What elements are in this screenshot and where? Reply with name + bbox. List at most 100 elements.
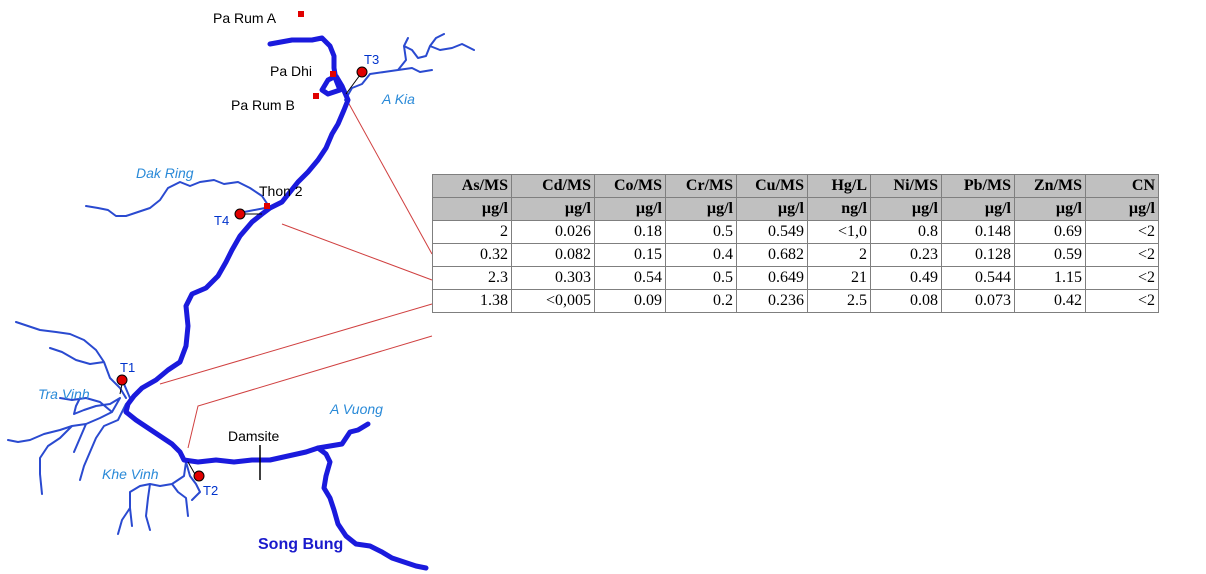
table-cell: <2	[1085, 243, 1159, 267]
leader-lines	[159, 101, 433, 449]
table-units-row: µg/l µg/l µg/l µg/l µg/l ng/l µg/l µg/l …	[432, 197, 1159, 221]
leader-line-t2	[187, 335, 433, 449]
village-marker-pa-rum-a	[298, 11, 304, 17]
leader-line-t3	[347, 101, 433, 255]
table-cell: 2	[432, 220, 512, 244]
table-unit-cell: µg/l	[1085, 197, 1159, 221]
table-cell: 0.4	[665, 243, 737, 267]
table-cell: 0.236	[736, 289, 808, 313]
table-cell: 2.5	[807, 289, 871, 313]
labels: Pa Rum A Pa Dhi Pa Rum B Thon 2 Damsite …	[38, 10, 415, 553]
table-cell: 0.2	[665, 289, 737, 313]
table-row: 0.32 0.082 0.15 0.4 0.682 2 0.23 0.128 0…	[432, 243, 1159, 267]
station-t1-stem	[119, 383, 123, 395]
village-marker-pa-dhi	[330, 71, 336, 77]
table-cell: 0.49	[870, 266, 942, 290]
table-unit-cell: µg/l	[870, 197, 942, 221]
label-thon-2: Thon 2	[259, 183, 303, 199]
table-row: 2 0.026 0.18 0.5 0.549 <1,0 0.8 0.148 0.…	[432, 220, 1159, 244]
table-unit-cell: ng/l	[807, 197, 871, 221]
table-header-cell: Cd/MS	[511, 174, 595, 198]
table-cell: 0.18	[594, 220, 666, 244]
table-cell: <1,0	[807, 220, 871, 244]
label-pa-rum-b: Pa Rum B	[231, 97, 295, 113]
table-unit-cell: µg/l	[594, 197, 666, 221]
table-cell: <2	[1085, 289, 1159, 313]
table-cell: 21	[807, 266, 871, 290]
label-river-tra-vinh: Tra Vinh	[38, 386, 90, 402]
table-cell: 0.8	[870, 220, 942, 244]
table-row: 1.38 <0,005 0.09 0.2 0.236 2.5 0.08 0.07…	[432, 289, 1159, 313]
label-station-t3: T3	[364, 52, 379, 67]
table-cell: 0.128	[941, 243, 1015, 267]
table-cell: 0.026	[511, 220, 595, 244]
tributary-khe-vinh	[117, 461, 201, 535]
table-cell: 0.08	[870, 289, 942, 313]
label-station-t1: T1	[120, 360, 135, 375]
table-cell: 0.544	[941, 266, 1015, 290]
table-unit-cell: µg/l	[736, 197, 808, 221]
tributaries	[7, 33, 475, 535]
table-cell: 0.42	[1014, 289, 1086, 313]
village-markers	[264, 11, 336, 209]
table-cell: 0.303	[511, 266, 595, 290]
table-cell: 2.3	[432, 266, 512, 290]
main-river-upper	[123, 35, 429, 571]
table-cell: 0.69	[1014, 220, 1086, 244]
tributary-a-kia	[344, 33, 475, 101]
table-cell: 0.682	[736, 243, 808, 267]
table-row: 2.3 0.303 0.54 0.5 0.649 21 0.49 0.544 1…	[432, 266, 1159, 290]
label-damsite: Damsite	[228, 428, 280, 444]
label-station-t4: T4	[214, 213, 229, 228]
table-cell: 0.649	[736, 266, 808, 290]
table-cell: <2	[1085, 266, 1159, 290]
station-t3-pin	[356, 66, 368, 78]
table-header-cell: Hg/L	[807, 174, 871, 198]
table-unit-cell: µg/l	[941, 197, 1015, 221]
table-cell: 0.59	[1014, 243, 1086, 267]
table-header-cell: Ni/MS	[870, 174, 942, 198]
label-river-song-bung: Song Bung	[258, 536, 343, 553]
village-marker-thon-2	[264, 203, 270, 209]
table-header-cell: Cu/MS	[736, 174, 808, 198]
label-river-a-vuong: A Vuong	[329, 401, 383, 417]
station-t3-stem	[345, 74, 361, 95]
table-cell: 0.148	[941, 220, 1015, 244]
table-cell: 1.15	[1014, 266, 1086, 290]
table-header-cell: Co/MS	[594, 174, 666, 198]
label-station-t2: T2	[203, 483, 218, 498]
table-cell: 0.15	[594, 243, 666, 267]
station-t4-pin	[234, 208, 246, 220]
table-cell: 0.5	[665, 220, 737, 244]
table-header-cell: As/MS	[432, 174, 512, 198]
main-river	[123, 35, 429, 571]
table-header-row: As/MS Cd/MS Co/MS Cr/MS Cu/MS Hg/L Ni/MS…	[432, 174, 1159, 198]
table-unit-cell: µg/l	[1014, 197, 1086, 221]
label-river-khe-vinh: Khe Vinh	[102, 466, 159, 482]
table-cell: 2	[807, 243, 871, 267]
leader-line-t4	[281, 223, 433, 281]
village-marker-pa-rum-b	[313, 93, 319, 99]
tributary-tra-vinh	[7, 321, 127, 495]
label-pa-rum-a: Pa Rum A	[213, 10, 277, 26]
leader-line-t1	[159, 303, 433, 385]
tributary-dak-ring	[85, 179, 271, 217]
station-t1-pin	[116, 374, 128, 386]
table-cell: 0.23	[870, 243, 942, 267]
table-cell: 1.38	[432, 289, 512, 313]
label-pa-dhi: Pa Dhi	[270, 63, 312, 79]
label-river-dak-ring: Dak Ring	[136, 165, 194, 181]
station-t2-pin	[193, 470, 205, 482]
table-cell: 0.549	[736, 220, 808, 244]
table-header-cell: Pb/MS	[941, 174, 1015, 198]
table-unit-cell: µg/l	[511, 197, 595, 221]
station-pins	[116, 66, 368, 482]
table-cell: 0.54	[594, 266, 666, 290]
table-header-cell: Zn/MS	[1014, 174, 1086, 198]
table-cell: 0.32	[432, 243, 512, 267]
table-header-cell: Cr/MS	[665, 174, 737, 198]
table-header-cell: CN	[1085, 174, 1159, 198]
water-quality-table: As/MS Cd/MS Co/MS Cr/MS Cu/MS Hg/L Ni/MS…	[432, 174, 1159, 313]
